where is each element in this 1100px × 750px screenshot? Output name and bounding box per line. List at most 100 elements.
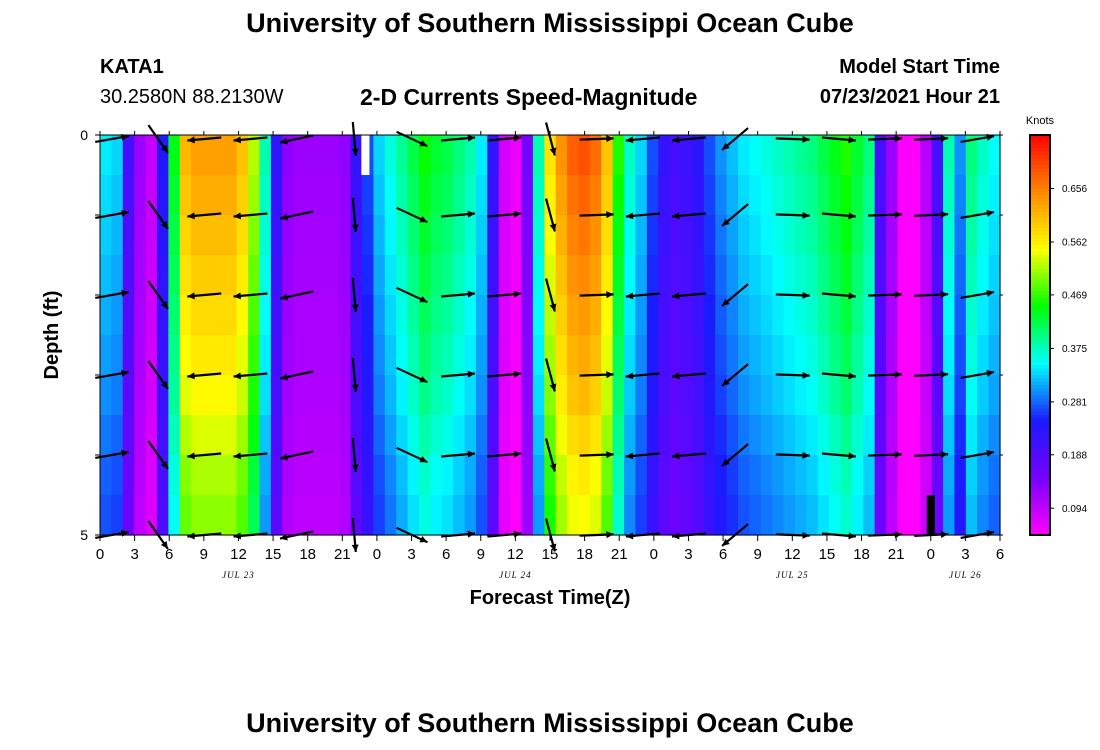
heatmap-cell [384, 375, 397, 416]
current-vector-head [625, 452, 634, 460]
heatmap-cell [840, 215, 853, 256]
heatmap-cell [715, 335, 728, 376]
heatmap-cell [612, 375, 625, 416]
heatmap-cell [920, 135, 933, 176]
heatmap-cell [259, 175, 272, 216]
colorbar-segment [1030, 311, 1050, 316]
heatmap-cell [362, 415, 375, 456]
colorbar-segment [1030, 488, 1050, 493]
heatmap-cell [567, 215, 580, 256]
heatmap-cell [339, 215, 352, 256]
heatmap-cell [145, 135, 158, 176]
current-vector-head [848, 452, 856, 460]
heatmap-cell [555, 255, 568, 296]
heatmap-cell [100, 375, 112, 416]
x-tick-label: 18 [853, 546, 870, 563]
heatmap-cell [840, 335, 853, 376]
heatmap-cell [726, 255, 739, 296]
heatmap-cell [350, 295, 363, 336]
heatmap-cell [510, 295, 523, 336]
heatmap-cell [726, 415, 739, 456]
heatmap-cell [920, 295, 933, 336]
heatmap-cell [908, 375, 921, 416]
heatmap-cell [498, 175, 511, 216]
heatmap-cell [498, 495, 511, 536]
heatmap-cell [920, 215, 933, 256]
heatmap-cell [715, 255, 728, 296]
heatmap-cell [418, 175, 431, 216]
current-vector-head [513, 210, 522, 218]
heatmap-cell [179, 255, 192, 296]
heatmap-cell [305, 335, 318, 376]
heatmap-cell [908, 175, 921, 216]
current-vector-head [419, 455, 428, 463]
current-vector-head [802, 451, 810, 459]
heatmap-cell [817, 375, 830, 416]
date-label: JUL 23 [222, 570, 255, 580]
heatmap-cell [544, 295, 557, 336]
heatmap-cell [248, 175, 261, 216]
heatmap-cell [863, 375, 876, 416]
heatmap-cell [578, 215, 591, 256]
heatmap-cell [339, 415, 352, 456]
x-tick-label: 0 [927, 546, 935, 563]
colorbar-segment [1030, 188, 1050, 193]
colorbar-tick-label: 0.469 [1062, 290, 1087, 301]
heatmap-cell [532, 375, 545, 416]
footer-title: University of Southern Mississippi Ocean… [246, 708, 854, 738]
heatmap-cell [703, 175, 716, 216]
current-vector-head [233, 136, 242, 144]
heatmap-cell [487, 375, 500, 416]
colorbar-segment [1030, 431, 1050, 436]
x-tick-label: 15 [819, 546, 836, 563]
current-vector-head [722, 378, 730, 386]
colorbar-segment [1030, 435, 1050, 439]
heatmap-cell [453, 255, 466, 296]
colorbar-segment [1030, 168, 1050, 173]
heatmap-cell [430, 255, 443, 296]
heatmap-cell [772, 495, 785, 536]
heatmap-cell [817, 175, 830, 216]
heatmap-cell [612, 495, 625, 536]
heatmap-cell [737, 175, 750, 216]
colorbar-segment [1030, 268, 1050, 273]
current-vector-head [187, 212, 195, 220]
heatmap-cell [897, 255, 910, 296]
current-vector-head [940, 211, 949, 218]
heatmap-cell [943, 135, 956, 176]
heatmap-cell [851, 335, 864, 376]
heatmap-cell [156, 175, 169, 216]
heatmap-cell [498, 135, 511, 176]
heatmap-cell [498, 415, 511, 456]
heatmap-cell [418, 455, 431, 496]
heatmap-cell [886, 335, 899, 376]
heatmap-cell [305, 255, 318, 296]
heatmap-cell [977, 175, 990, 216]
colorbar-segment [1030, 471, 1050, 476]
colorbar-segment [1030, 178, 1050, 183]
heatmap-cell [589, 455, 602, 496]
heatmap-cell [908, 495, 921, 536]
heatmap-cell [954, 295, 967, 336]
current-vector-head [121, 369, 129, 377]
heatmap-cell [179, 455, 192, 496]
heatmap-cell [703, 415, 716, 456]
heatmap-cell [293, 255, 306, 296]
heatmap-cell [396, 375, 409, 416]
current-vector-head [467, 370, 476, 378]
colorbar-segment [1030, 258, 1050, 263]
heatmap-cell [464, 455, 477, 496]
heatmap-cell [521, 295, 534, 336]
heatmap-cell [168, 455, 181, 496]
heatmap-cell [749, 455, 762, 496]
heatmap-cell [703, 495, 716, 536]
heatmap-cell [851, 495, 864, 536]
colorbar-segment [1030, 281, 1050, 286]
heatmap-cell [191, 455, 204, 496]
colorbar-segment [1030, 395, 1050, 399]
heatmap-cell [760, 215, 773, 256]
heatmap-cell [681, 135, 693, 176]
heatmap-cell [703, 335, 716, 376]
x-tick-label: 3 [407, 546, 415, 563]
heatmap-cell [418, 215, 431, 256]
